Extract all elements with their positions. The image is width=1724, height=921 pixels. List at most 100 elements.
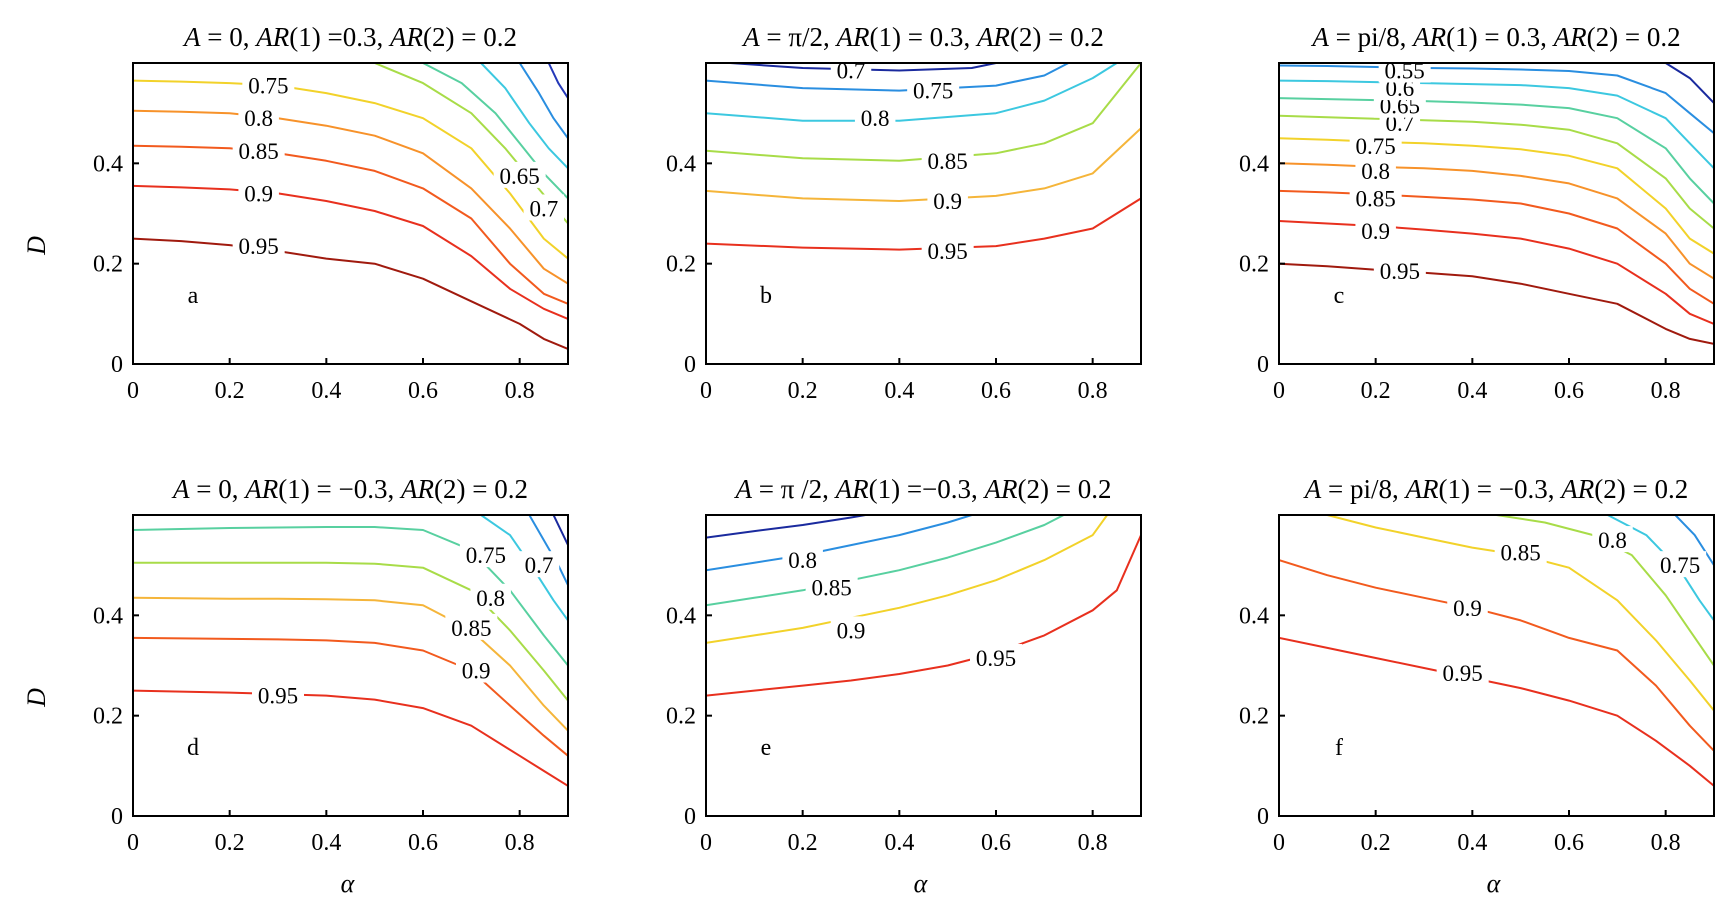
x-tick-label: 0.4: [1457, 830, 1487, 856]
contour-label: 0.85: [239, 139, 279, 164]
contour-line-0.75: [133, 526, 568, 667]
panel-title: A = π /2, AR(1) =−0.3, AR(2) = 0.2: [733, 474, 1111, 504]
title-ar2-value: = 0.2: [1625, 22, 1681, 52]
contour-line-0.5: [1665, 63, 1714, 104]
x-tick-label: 0.6: [408, 830, 438, 856]
contour-line-0.75: [133, 79, 568, 260]
contour-label: 0.8: [788, 548, 817, 573]
contour-line-0.9: [706, 127, 1141, 202]
x-axis-label: α: [341, 869, 356, 898]
x-axis-label: α: [914, 869, 929, 898]
plot-frame: [705, 514, 1142, 817]
panel-a: A = 0, AR(1) =0.3, AR(2) = 0.20.950.90.8…: [22, 22, 569, 404]
title-symbol-ar2: AR: [388, 22, 423, 52]
title-eq: =: [1321, 474, 1350, 504]
x-tick-label: 0: [1273, 378, 1285, 404]
contour-line-0.7: [374, 63, 568, 225]
contour-label-gap: [455, 656, 497, 683]
title-eq: =: [1329, 22, 1358, 52]
title-ar2-value: = 0.2: [1056, 474, 1112, 504]
title-sep: ,: [971, 474, 985, 504]
x-tick-label: 0.4: [311, 830, 341, 856]
y-tick-label: 0.2: [93, 252, 123, 278]
plot-frame: [705, 62, 1142, 365]
y-tick-label: 0: [684, 352, 696, 378]
y-tick-label: 0: [111, 804, 123, 830]
contour-label: 0.85: [928, 149, 968, 174]
contour-label-gap: [1592, 526, 1633, 553]
contour-label: 0.95: [976, 646, 1016, 671]
contour-label-gap: [921, 146, 974, 173]
contour-label-gap: [523, 194, 565, 221]
contour-label-gap: [927, 186, 968, 213]
y-tick-label: 0.4: [666, 603, 696, 629]
x-axis-label: α: [1487, 869, 1502, 898]
title-a-value: pi/8: [1350, 474, 1392, 504]
x-tick-label: 0.2: [215, 378, 245, 404]
title-symbol-ar2: AR: [983, 474, 1018, 504]
y-tick-label: 0.4: [666, 151, 696, 177]
contour-label: 0.95: [1380, 259, 1420, 284]
contour-line-0.95: [706, 534, 1141, 697]
title-a-value: 0: [229, 22, 243, 52]
x-tick-label: 0.4: [1457, 378, 1487, 404]
y-tick-label: 0.4: [1239, 603, 1269, 629]
title-sep: ,: [387, 474, 401, 504]
contour-label-gap: [1355, 156, 1396, 183]
panel-title: A = pi/8, AR(1) = 0.3, AR(2) = 0.2: [1310, 22, 1680, 52]
contour-line-0.7: [1279, 114, 1714, 230]
contour-label-gap: [470, 583, 511, 610]
title-lag-2: (2): [1010, 22, 1048, 52]
title-lag-2: (2): [1018, 474, 1056, 504]
contour-label-gap: [1349, 131, 1402, 158]
title-a-value: 0: [218, 474, 232, 504]
contour-line-0.95: [133, 689, 568, 787]
x-tick-label: 0.4: [884, 378, 914, 404]
contour-label: 0.95: [239, 234, 279, 259]
title-eq: =: [190, 474, 219, 504]
title-sep: ,: [823, 22, 837, 52]
title-lag-2: (2): [1587, 22, 1625, 52]
contour-label: 0.8: [1361, 159, 1390, 184]
title-ar2-value: = 0.2: [1632, 474, 1688, 504]
x-tick-label: 0.8: [1651, 830, 1681, 856]
y-tick-label: 0: [111, 352, 123, 378]
contour-label-gap: [238, 179, 279, 206]
title-sep: ,: [822, 474, 836, 504]
x-tick-label: 0: [127, 378, 139, 404]
panel-title: A = π/2, AR(1) = 0.3, AR(2) = 0.2: [741, 22, 1104, 52]
contour-label-gap: [805, 573, 858, 600]
title-lag-1: (1): [289, 22, 327, 52]
title-lag-1: (1): [869, 474, 907, 504]
contour-label: 0.8: [1598, 528, 1627, 553]
panel-title: A = 0, AR(1) = −0.3, AR(2) = 0.2: [171, 474, 528, 504]
contour-label-gap: [830, 616, 872, 643]
contour-lines: [133, 63, 568, 350]
x-tick-label: 0.2: [788, 830, 818, 856]
y-tick-label: 0: [1257, 804, 1269, 830]
contour-line-0.5: [547, 63, 568, 99]
contour-label-gap: [232, 232, 285, 259]
title-ar1-value: =−0.3: [907, 474, 971, 504]
contour-label-gap: [1447, 593, 1488, 620]
contour-label-gap: [445, 613, 498, 640]
contour-line-0.6: [1279, 79, 1714, 169]
title-ar2-value: = 0.2: [472, 474, 528, 504]
y-tick-label: 0.2: [93, 704, 123, 730]
title-lag-1: (1): [869, 22, 907, 52]
y-tick-label: 0: [684, 804, 696, 830]
plot-frame: [1278, 62, 1715, 365]
contour-label: 0.85: [1356, 186, 1396, 211]
contour-label: 0.7: [525, 553, 554, 578]
contour-label-gap: [970, 643, 1022, 670]
contour-line-0.6: [552, 515, 568, 546]
y-tick-label: 0.2: [1239, 252, 1269, 278]
contour-lines: [706, 63, 1141, 251]
contour-label: 0.8: [476, 586, 505, 611]
contour-label: 0.95: [1443, 661, 1483, 686]
title-symbol-a: A: [182, 22, 201, 52]
contour-label: 0.9: [244, 181, 273, 206]
panel-letter: c: [1334, 283, 1345, 309]
contour-label: 0.85: [451, 616, 491, 641]
